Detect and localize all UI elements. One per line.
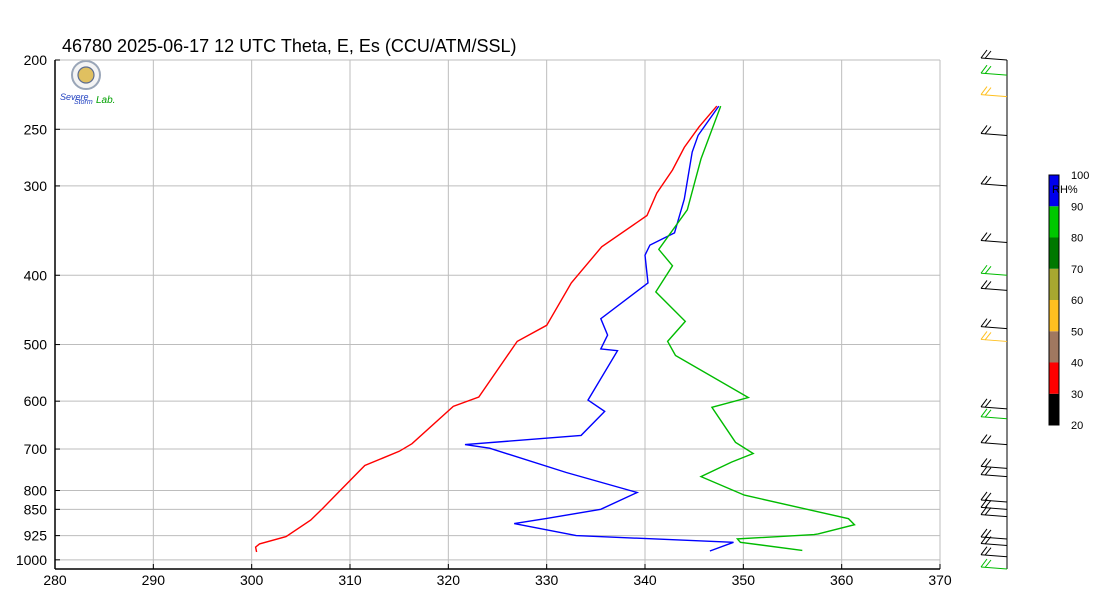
x-tick-label: 330 <box>535 572 559 588</box>
wind-barb <box>980 280 1008 291</box>
x-tick-label: 280 <box>43 572 67 588</box>
wind-barb <box>980 264 1008 276</box>
y-tick-label: 1000 <box>16 552 47 568</box>
y-tick-label: 925 <box>24 528 48 544</box>
colorbar-tick-label: 70 <box>1071 264 1083 276</box>
wind-barb <box>980 232 1008 244</box>
grid <box>55 59 941 569</box>
x-tick-label: 370 <box>928 572 952 588</box>
logo-text-storm: Storm <box>74 99 93 106</box>
colorbar-frame <box>1048 174 1060 426</box>
x-tick-label: 340 <box>633 572 657 588</box>
colorbar-segment <box>1049 331 1059 363</box>
colorbar-tick-label: 40 <box>1071 358 1083 370</box>
severe-storm-lab-logo: Severe Storm Lab. <box>60 60 115 106</box>
wind-barb <box>980 86 1008 98</box>
wind-barb <box>980 546 1008 558</box>
wind-barb <box>980 64 1008 76</box>
y-tick-label: 300 <box>24 178 48 194</box>
rh-colorbar: 20 30 40 50 60 70 80 90 100 <box>1048 170 1089 432</box>
series-line-2 <box>464 105 734 552</box>
x-tick-label: 300 <box>240 572 264 588</box>
colorbar-tick-label: 20 <box>1071 420 1083 432</box>
wind-barbs <box>980 49 1008 570</box>
colorbar-segment <box>1049 175 1059 207</box>
x-tick-label: 320 <box>437 572 461 588</box>
colorbar-tick-label: 100 <box>1071 170 1089 182</box>
y-tick-label: 250 <box>24 121 48 137</box>
y-tick-label: 400 <box>24 267 48 283</box>
wind-barb <box>980 331 1008 342</box>
x-tick-label: 350 <box>732 572 756 588</box>
wind-barb <box>980 535 1008 547</box>
y-tick-label: 800 <box>24 483 48 499</box>
chart-title: 46780 2025-06-17 12 UTC Theta, E, Es (CC… <box>62 36 517 56</box>
wind-barb <box>980 318 1008 330</box>
y-axis-ticks: 200 250 300 400 500 600 700 800 850 925 1000 <box>16 52 60 568</box>
logo-text-severe: Severe <box>60 92 89 102</box>
colorbar-segment <box>1049 300 1059 332</box>
series-line-1 <box>254 105 718 553</box>
logo-text-lab: Lab. <box>96 95 115 106</box>
wind-barb <box>980 458 1008 469</box>
wind-barb <box>980 558 1008 570</box>
series-layer <box>254 105 856 553</box>
wind-barb <box>980 466 1008 478</box>
y-tick-label: 600 <box>24 393 48 409</box>
wind-barb <box>980 499 1008 510</box>
wind-barb <box>980 434 1008 446</box>
colorbar-title: RH% <box>1052 184 1078 196</box>
colorbar-tick-label: 50 <box>1071 326 1083 338</box>
colorbar-tick-label: 90 <box>1071 201 1083 213</box>
wind-barb <box>980 175 1008 187</box>
series-line-3 <box>654 105 856 552</box>
wind-barb <box>980 125 1008 136</box>
wind-barb <box>980 506 1008 518</box>
colorbar-segment <box>1049 362 1059 394</box>
colorbar-tick-label: 60 <box>1071 295 1083 307</box>
colorbar-tick-label: 30 <box>1071 389 1083 401</box>
x-tick-label: 310 <box>338 572 362 588</box>
x-tick-label: 360 <box>830 572 854 588</box>
y-tick-label: 500 <box>24 337 48 353</box>
colorbar-segment <box>1049 206 1059 238</box>
colorbar-tick-label: 80 <box>1071 233 1083 245</box>
y-tick-label: 200 <box>24 52 48 68</box>
wind-barb <box>980 49 1008 61</box>
colorbar-segment <box>1049 268 1059 300</box>
wind-barb <box>980 398 1008 410</box>
y-tick-label: 850 <box>24 501 48 517</box>
colorbar-segment <box>1049 393 1059 425</box>
wind-barb <box>980 408 1008 420</box>
y-tick-label: 700 <box>24 441 48 457</box>
wind-barb <box>980 491 1008 503</box>
x-tick-label: 290 <box>142 572 166 588</box>
colorbar-segment <box>1049 237 1059 269</box>
x-axis-ticks: 280 290 300 310 320 330 340 350 360 370 <box>43 564 952 588</box>
